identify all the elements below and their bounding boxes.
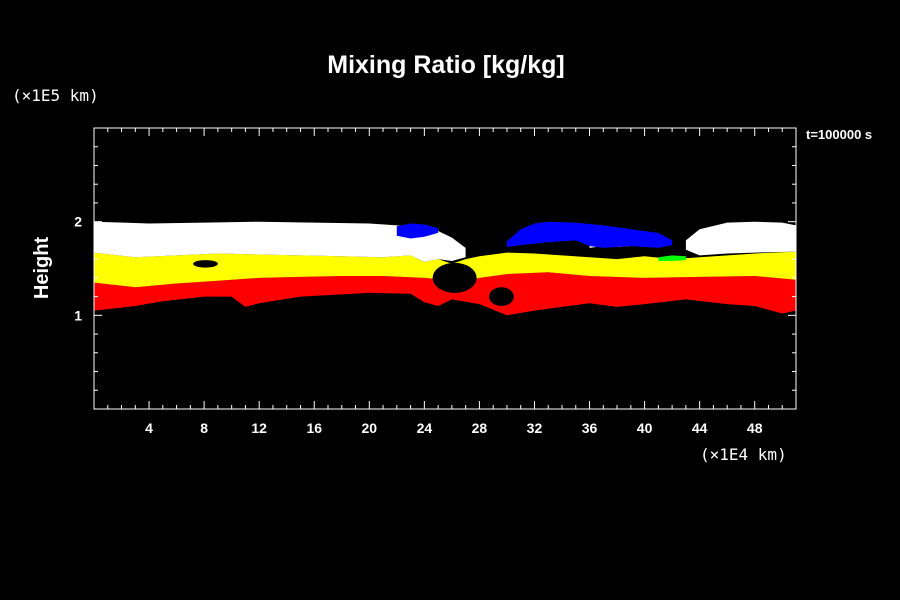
mixing-ratio-region-white-2 (94, 221, 466, 262)
y-tick-label: 2 (74, 214, 82, 230)
x-tick-label: 20 (362, 420, 378, 436)
axis-ticks (94, 128, 796, 409)
x-tick-label: 12 (251, 420, 267, 436)
x-tick-label: 8 (200, 420, 208, 436)
x-tick-label: 32 (527, 420, 543, 436)
x-tick-label: 24 (417, 420, 433, 436)
data-layers (94, 221, 796, 316)
mixing-ratio-region-white-3 (685, 221, 796, 256)
x-tick-label: 48 (747, 420, 763, 436)
x-tick-label: 16 (306, 420, 322, 436)
mixing-ratio-region-red-0 (94, 272, 796, 316)
mixing-ratio-void-2 (489, 287, 514, 306)
y-tick-label: 1 (74, 307, 82, 323)
x-unit-label: (×1E4 km) (700, 445, 787, 464)
y-axis-label: Height (31, 237, 53, 300)
x-tick-label: 28 (472, 420, 488, 436)
x-tick-label: 40 (637, 420, 653, 436)
time-label: t=100000 s (806, 127, 872, 142)
y-unit-label: (×1E5 km) (12, 86, 99, 105)
mixing-ratio-region-green-7 (658, 255, 686, 261)
plot-frame (93, 127, 797, 410)
x-tick-label: 44 (692, 420, 708, 436)
mixing-ratio-void-0 (193, 260, 218, 268)
x-tick-label: 4 (145, 420, 153, 436)
chart-title: Mixing Ratio [kg/kg] (327, 51, 565, 79)
mixing-ratio-void-1 (432, 262, 477, 293)
x-tick-label: 36 (582, 420, 598, 436)
mixing-ratio-region-blue-5 (396, 223, 439, 239)
mixing-ratio-region-blue-6 (506, 221, 673, 248)
